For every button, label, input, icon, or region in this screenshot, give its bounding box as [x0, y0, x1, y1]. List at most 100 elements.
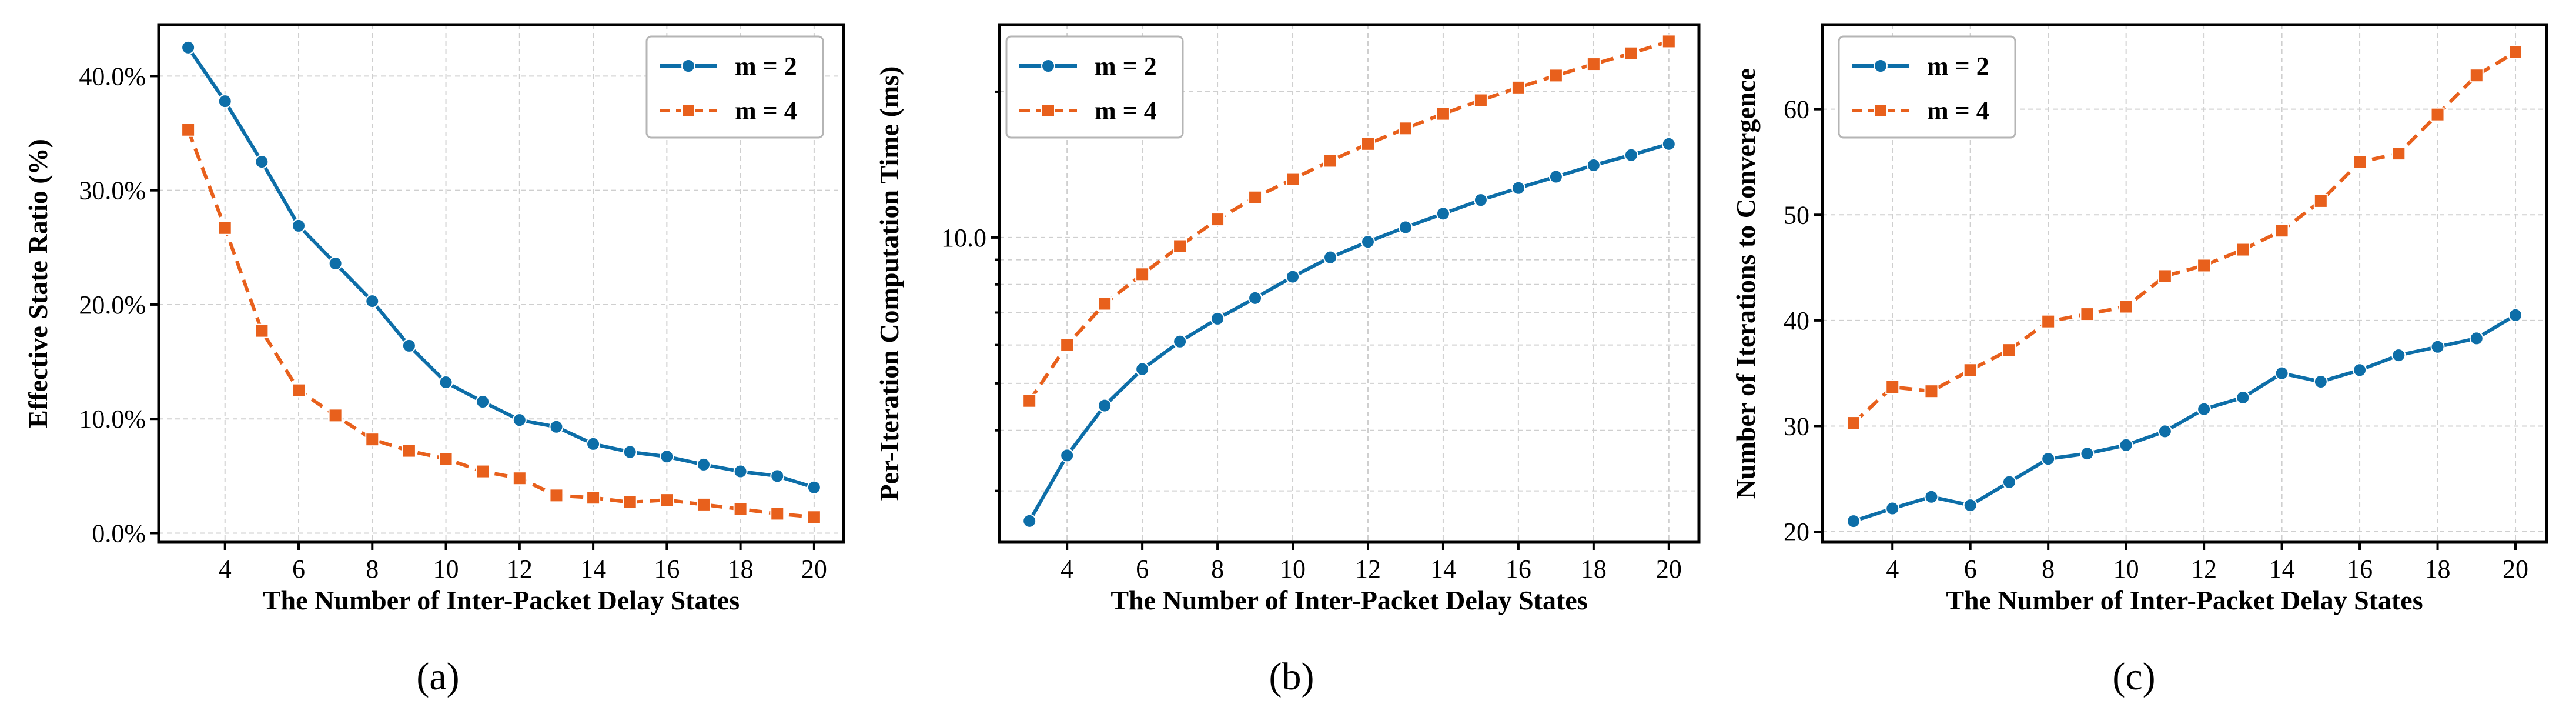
- chart-a-frame: [157, 23, 845, 544]
- chart-a-x-tick-label: 16: [654, 555, 680, 583]
- chart-c: 4 6 8 10 12 14 16 18 20 20 30 40 50 60 The Number of I…: [1731, 23, 2548, 698]
- chart-c-point-m2: [2080, 446, 2095, 461]
- chart-a-series-line: [186, 129, 815, 519]
- chart-b-x-axis-label: The Number of Inter-Packet Delay States: [1110, 585, 1587, 615]
- chart-c-point-m2: [2274, 366, 2289, 381]
- chart-a-point-m4: [807, 510, 821, 525]
- chart-c-point-m2: [2313, 375, 2328, 389]
- chart-b-y-axis-label: Per-Iteration Computation Time (ms): [874, 66, 904, 501]
- chart-b-point-m2: [1210, 311, 1225, 326]
- chart-c-caption: (c): [2112, 655, 2155, 698]
- chart-b: 4 6 8 10 12 14 16 18 20 10.0 The Number of Inter-P…: [874, 23, 1701, 698]
- chart-b-point-m4: [1624, 46, 1638, 61]
- chart-b-point-m4: [1661, 34, 1676, 49]
- chart-b-point-m2: [1060, 448, 1075, 463]
- chart-a-x-tick-label: 8: [366, 555, 379, 583]
- chart-c-point-m2: [2236, 390, 2250, 405]
- chart-b-legend: m = 2 m = 4: [1005, 35, 1184, 139]
- chart-a: 4 6 8 10 12 14 16 18 20 0.0% 10.0% 20.0% 30.0% 40.0% T…: [23, 23, 845, 698]
- chart-c-x-tick-label: 4: [1886, 555, 1899, 583]
- chart-b-legend-marker: [1041, 104, 1055, 118]
- chart-a-x-tick-label: 4: [219, 555, 232, 583]
- chart-b-point-m4: [1398, 121, 1413, 136]
- chart-a-legend-marker: [681, 104, 695, 118]
- chart-c-point-m2: [1924, 489, 1939, 504]
- chart-a-x-tick-label: 6: [292, 555, 305, 583]
- chart-b-point-m4: [1511, 80, 1525, 95]
- chart-a-y-tick-label: 0.0%: [92, 519, 146, 548]
- chart-c-point-m4: [2197, 258, 2212, 273]
- chart-b-point-m4: [1022, 393, 1037, 408]
- chart-c-point-m4: [2002, 343, 2016, 358]
- chart-a-point-m4: [292, 383, 306, 398]
- chart-a-point-m2: [328, 256, 343, 271]
- chart-b-point-m4: [1135, 267, 1150, 282]
- chart-a-point-m2: [365, 294, 380, 309]
- chart-a-x-tick-label: 10: [433, 555, 459, 583]
- chart-a-point-m2: [255, 155, 269, 169]
- chart-a-point-m4: [660, 493, 674, 508]
- chart-a-point-m4: [549, 488, 564, 503]
- chart-a-point-m2: [549, 419, 564, 434]
- chart-c-point-m2: [2508, 308, 2523, 322]
- chart-a-point-m2: [696, 457, 711, 472]
- chart-c-legend-label: m = 4: [1927, 96, 1989, 125]
- chart-c-point-m2: [2157, 424, 2172, 439]
- chart-c-x-tick-label: 8: [2042, 555, 2055, 583]
- chart-a-point-m2: [402, 338, 416, 353]
- chart-a-x-tick-label: 14: [580, 555, 606, 583]
- chart-c-point-m4: [1963, 363, 1978, 378]
- chart-b-y-tick-label: 10.0: [941, 223, 986, 252]
- chart-b-x-tick-label: 16: [1506, 555, 1531, 583]
- chart-a-point-m2: [439, 375, 453, 390]
- chart-a-x-tick-label: 20: [801, 555, 827, 583]
- chart-a-point-m4: [696, 497, 711, 512]
- chart-c-y-tick-label: 50: [1784, 201, 1809, 229]
- chart-c-x-tick-label: 16: [2347, 555, 2373, 583]
- chart-a-point-m4: [439, 452, 453, 466]
- chart-b-point-m4: [1436, 106, 1450, 121]
- chart-c-point-m4: [1885, 380, 1900, 394]
- chart-a-point-m4: [402, 443, 416, 458]
- chart-c-point-m2: [2197, 402, 2212, 416]
- chart-a-point-m2: [623, 445, 637, 459]
- chart-a-x-tick-label: 12: [507, 555, 533, 583]
- chart-a-y-tick-label: 10.0%: [79, 405, 146, 433]
- chart-c-point-m4: [2119, 299, 2133, 314]
- chart-c-y-tick-label: 30: [1784, 412, 1809, 441]
- chart-c-point-m4: [2041, 314, 2056, 329]
- chart-a-caption: (a): [416, 655, 459, 698]
- chart-b-caption: (b): [1269, 655, 1314, 698]
- chart-a-point-m2: [586, 436, 601, 451]
- chart-b-point-m4: [1286, 172, 1300, 186]
- chart-a-y-tick-label: 30.0%: [79, 176, 146, 205]
- chart-a-legend: m = 2 m = 4: [645, 35, 824, 139]
- chart-c-point-m4: [2157, 269, 2172, 283]
- chart-c-x-tick-label: 18: [2425, 555, 2451, 583]
- chart-c-point-m4: [2353, 155, 2367, 169]
- chart-a-point-m4: [733, 502, 748, 516]
- chart-a-point-m4: [218, 221, 232, 235]
- chart-b-point-m4: [1473, 93, 1488, 108]
- chart-b-point-m4: [1098, 296, 1112, 311]
- chart-a-y-tick-label: 40.0%: [79, 62, 146, 91]
- chart-b-point-m2: [1624, 148, 1638, 162]
- chart-b-point-m2: [1323, 250, 1338, 265]
- chart-b-point-m2: [1661, 136, 1676, 151]
- chart-c-x-tick-label: 20: [2503, 555, 2528, 583]
- chart-c-x-axis-label: The Number of Inter-Packet Delay States: [1946, 585, 2423, 615]
- chart-a-point-m2: [292, 218, 306, 233]
- chart-a-point-m4: [586, 491, 601, 505]
- chart-a-point-m2: [476, 395, 490, 409]
- chart-b-x-tick-label: 6: [1136, 555, 1149, 583]
- chart-b-point-m4: [1060, 338, 1075, 352]
- chart-a-point-m4: [255, 323, 269, 338]
- chart-b-x-tick-label: 14: [1430, 555, 1456, 583]
- chart-a-point-m4: [476, 464, 490, 479]
- chart-a-point-m2: [733, 464, 748, 479]
- chart-a-point-m4: [770, 506, 785, 521]
- chart-b-legend-label: m = 2: [1095, 52, 1157, 81]
- chart-a-point-m2: [512, 413, 527, 428]
- chart-c-point-m2: [1846, 514, 1861, 529]
- chart-c-legend-label: m = 2: [1927, 52, 1989, 81]
